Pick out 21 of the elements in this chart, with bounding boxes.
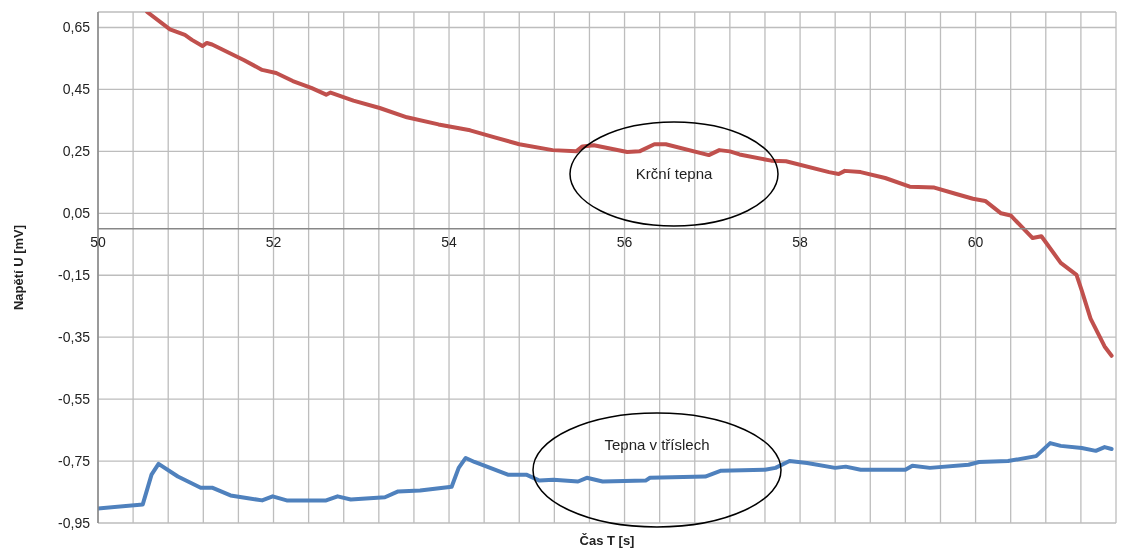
x-tick-label: 50 — [90, 233, 106, 250]
annotation: Tepna v tříslech — [604, 436, 710, 453]
x-tick-label: 60 — [967, 233, 984, 250]
x-tick-label: 52 — [265, 233, 282, 250]
y-tick-label: -0,75 — [58, 453, 91, 470]
x-tick-label: 54 — [441, 233, 458, 250]
y-axis-title: Napětí U [mV] — [10, 224, 26, 311]
annotation: Krční tepna — [635, 165, 714, 182]
y-tick-label: -0,35 — [58, 329, 91, 346]
line-series — [145, 12, 1114, 358]
line-series — [98, 441, 1114, 511]
y-tick-label: -0,15 — [58, 267, 91, 284]
y-tick-label: 0,25 — [62, 143, 91, 160]
y-tick-label: 0,65 — [62, 19, 91, 36]
x-tick-label: 58 — [792, 233, 809, 250]
y-tick-label: 0,45 — [62, 81, 91, 98]
y-tick-label: -0,95 — [58, 514, 91, 531]
y-tick-label: 0,05 — [62, 205, 91, 222]
x-tick-label: 56 — [616, 233, 633, 250]
x-axis-title: Čas T [s] — [579, 533, 635, 548]
y-tick-label: -0,55 — [58, 391, 91, 408]
